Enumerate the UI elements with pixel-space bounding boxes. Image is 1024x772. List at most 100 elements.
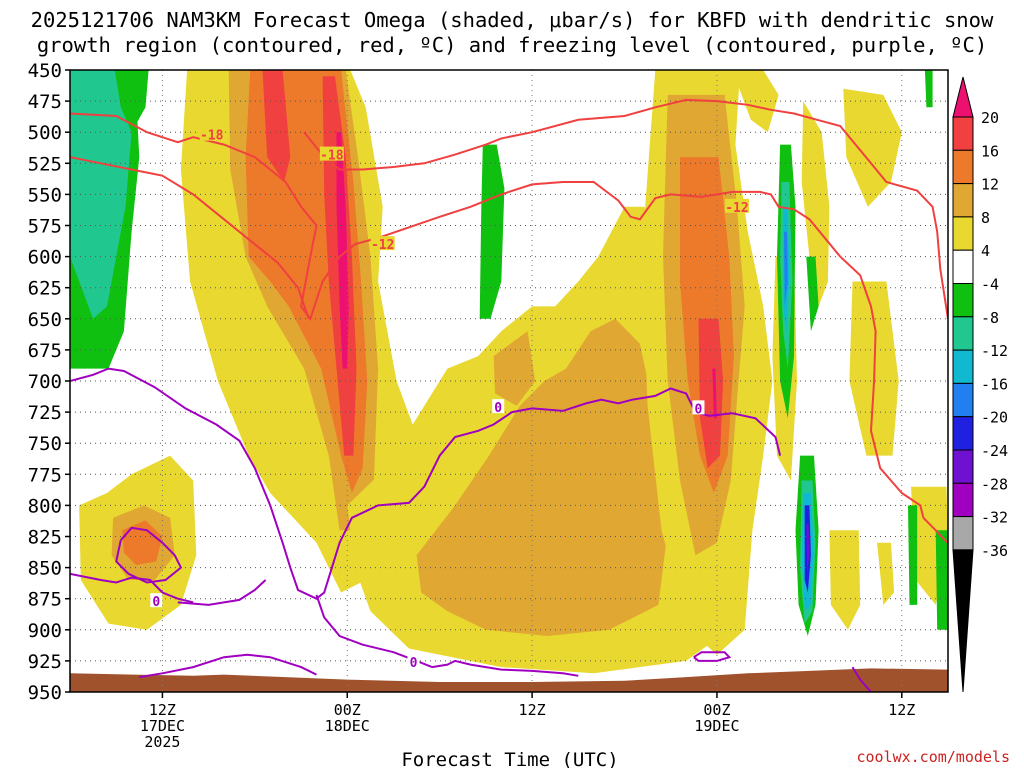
axes: 450 475 500 525 550 575 600 625 650 675 700 725 750 7…	[28, 60, 916, 751]
freezing-contour-line	[70, 367, 782, 600]
omega-shade-region	[262, 70, 291, 182]
y-tick-label: 575	[28, 216, 62, 238]
omega-shade-region	[122, 520, 163, 566]
colorbar-tick-label: -12	[981, 342, 1008, 360]
colorbar-tick-label: -28	[981, 475, 1008, 493]
colorbar-tick-label: -16	[981, 375, 1008, 393]
x-tick-label: 18DEC	[325, 717, 370, 735]
dgz-contour-label: -18	[200, 129, 224, 144]
chart-title-line-1: 2025121706 NAM3KM Forecast Omega (shaded…	[31, 8, 994, 32]
omega-shade-region	[801, 101, 830, 307]
colorbar-tick-label: -32	[981, 509, 1008, 527]
omega-shade-region	[493, 331, 536, 406]
colorbar-band	[952, 416, 974, 451]
freezing-contour-line	[431, 659, 579, 677]
colorbar: 20 16 12 8 4 -4 -8 -12 -16 -20 -24 -28 -32 -36	[952, 76, 1008, 693]
terrain	[70, 668, 948, 692]
omega-shade-region	[784, 231, 788, 307]
colorbar-tick-label: 4	[981, 242, 990, 260]
y-tick-label: 475	[28, 91, 62, 113]
omega-shade-region	[924, 70, 933, 108]
colorbar-tick-label: -20	[981, 409, 1008, 427]
omega-shade-region	[877, 542, 895, 605]
colorbar-band	[952, 216, 974, 251]
omega-shade-region	[336, 132, 349, 369]
freezing-label-bg	[150, 593, 163, 608]
dgz-contour-label: -12	[371, 238, 394, 253]
freezing-contour-line	[693, 651, 732, 662]
plot-area: -18 -18 -12 -12 0 0 0 0	[69, 69, 949, 693]
y-tick-label: 500	[28, 122, 62, 144]
y-tick-label: 700	[28, 371, 62, 393]
x-tick-label: 12Z	[519, 701, 546, 719]
colorbar-tick-label: -4	[981, 276, 999, 294]
omega-shade-region	[114, 70, 149, 133]
dgz-contour-line	[303, 98, 948, 319]
dgz-contour-line	[922, 517, 948, 544]
colorbar-band	[952, 316, 974, 351]
colorbar-band	[952, 149, 974, 185]
omega-shade-region	[416, 318, 668, 636]
y-tick-label: 875	[28, 589, 62, 611]
colorbar-tick-label: 8	[981, 209, 990, 227]
y-tick-label: 775	[28, 464, 62, 486]
y-tick-label: 550	[28, 184, 62, 206]
freezing-contour-label: 0	[410, 656, 418, 671]
omega-shade-region	[806, 524, 810, 574]
colorbar-band	[952, 116, 974, 151]
y-tick-label: 525	[28, 153, 62, 175]
freezing-label-bg	[492, 399, 505, 414]
omega-shade-region	[829, 530, 861, 630]
dgz-contours	[70, 98, 948, 544]
dgz-label-bg	[724, 198, 749, 213]
dgz-contour-line	[70, 112, 925, 519]
colorbar-tick-label: 16	[981, 142, 999, 160]
colorbar-band	[952, 283, 974, 318]
colorbar-tick-label: -24	[981, 442, 1008, 460]
colorbar-band	[952, 249, 974, 284]
colorbar-band	[952, 516, 974, 551]
freezing-contour-label: 0	[152, 595, 160, 610]
colorbar-band	[952, 482, 974, 518]
x-tick-label: 00Z	[334, 701, 361, 719]
omega-shade-region	[935, 530, 948, 630]
x-tick-label: 17DEC	[140, 717, 185, 735]
x-tick-label: 12Z	[149, 701, 176, 719]
freezing-label-bg	[692, 400, 705, 415]
colorbar-band	[952, 183, 974, 218]
chart-title-line-2: growth region (contoured, red, ºC) and f…	[37, 33, 987, 57]
y-tick-label: 625	[28, 278, 62, 300]
freezing-contour-line	[177, 579, 267, 606]
dgz-contour-label: -12	[725, 201, 748, 216]
freezing-contours	[70, 367, 872, 692]
y-tick-label: 925	[28, 651, 62, 673]
dgz-label-bg	[199, 126, 224, 141]
y-tick-label: 450	[28, 60, 62, 82]
colorbar-tick-label: -8	[981, 309, 999, 327]
y-tick-label: 825	[28, 527, 62, 549]
x-tick-label: 2025	[144, 733, 180, 751]
freezing-contour-line	[115, 526, 183, 584]
colorbar-tick-label: -36	[981, 542, 1008, 560]
freezing-contour-line	[851, 666, 872, 692]
freezing-label-bg	[407, 654, 420, 669]
dgz-label-bg	[319, 146, 344, 161]
y-tick-label: 950	[28, 682, 62, 704]
dgz-label-bg	[370, 236, 395, 251]
y-tick-label: 750	[28, 433, 62, 455]
colorbar-band	[952, 449, 974, 484]
dgz-contour-label: -18	[320, 149, 344, 164]
omega-shade-region	[806, 256, 819, 332]
colorbar-band	[952, 382, 974, 418]
freezing-contour-line	[139, 653, 317, 679]
y-tick-label: 600	[28, 247, 62, 269]
x-axis-label: Forecast Time (UTC)	[401, 749, 618, 768]
colorbar-tick-label: 20	[981, 109, 999, 127]
colorbar-top-arrow	[952, 76, 974, 118]
y-tick-label: 650	[28, 309, 62, 331]
y-tick-label: 725	[28, 402, 62, 424]
y-tick-label: 675	[28, 340, 62, 362]
dgz-contour-line	[70, 156, 310, 320]
